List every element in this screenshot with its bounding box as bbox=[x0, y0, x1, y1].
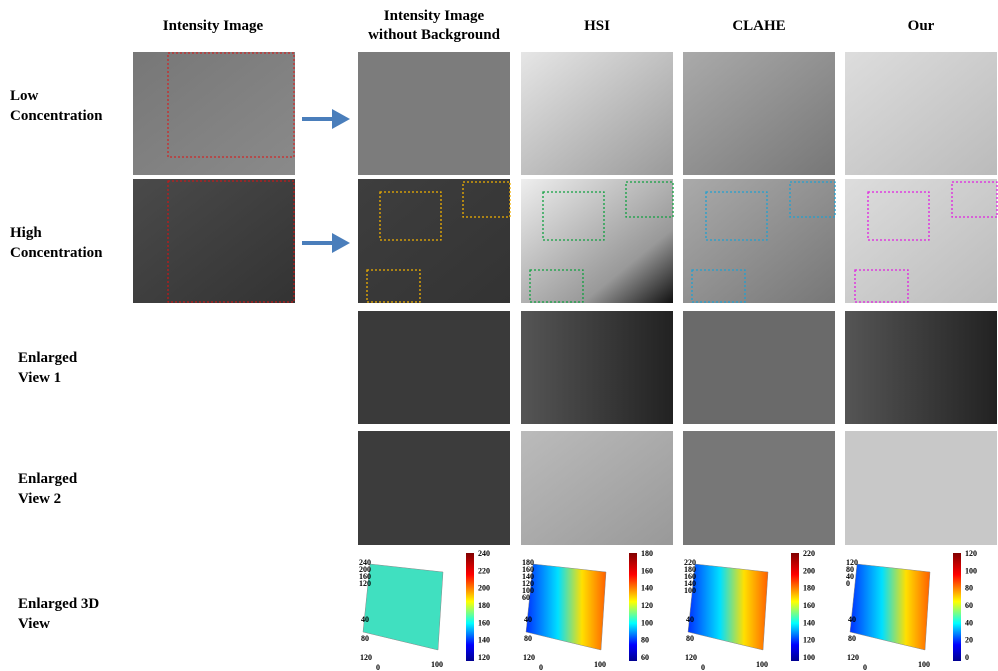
x-tick: 0 bbox=[539, 663, 543, 671]
y-tick: 120 bbox=[360, 653, 372, 662]
colorbar-tick: 200 bbox=[478, 584, 490, 593]
y-tick: 80 bbox=[686, 634, 694, 643]
x-tick: 100 bbox=[594, 660, 606, 669]
row-label: Enlarged bbox=[18, 471, 78, 487]
row-label: View 1 bbox=[18, 370, 61, 386]
colorbar-tick: 160 bbox=[641, 566, 653, 575]
image bbox=[358, 52, 510, 175]
colorbar bbox=[953, 553, 961, 661]
row-label: Concentration bbox=[10, 108, 103, 124]
row-label: Concentration bbox=[10, 245, 103, 261]
image bbox=[521, 431, 673, 545]
colorbar bbox=[791, 553, 799, 661]
surface bbox=[688, 564, 768, 650]
y-tick: 120 bbox=[847, 653, 859, 662]
colorbar-tick: 180 bbox=[641, 549, 653, 558]
image bbox=[521, 52, 673, 175]
column-header: without Background bbox=[368, 27, 501, 43]
image bbox=[521, 179, 673, 303]
colorbar-tick: 140 bbox=[803, 618, 815, 627]
column-header: CLAHE bbox=[732, 18, 785, 34]
colorbar-tick: 180 bbox=[478, 601, 490, 610]
colorbar-tick: 100 bbox=[965, 566, 977, 575]
arrow bbox=[302, 233, 350, 253]
y-tick: 40 bbox=[848, 615, 856, 624]
column-header: Intensity Image bbox=[384, 8, 485, 24]
y-tick: 80 bbox=[361, 634, 369, 643]
image bbox=[133, 179, 295, 303]
images bbox=[133, 52, 997, 545]
column-header: Intensity Image bbox=[163, 18, 264, 34]
colorbar-tick: 140 bbox=[478, 636, 490, 645]
y-tick: 120 bbox=[685, 653, 697, 662]
figure: Intensity Image Intensity Image without Ba… bbox=[0, 0, 998, 671]
colorbar bbox=[466, 553, 474, 661]
surface bbox=[363, 564, 443, 650]
arrow bbox=[302, 109, 350, 129]
column-header: HSI bbox=[584, 18, 610, 34]
x-tick: 0 bbox=[701, 663, 705, 671]
image bbox=[683, 431, 835, 545]
image bbox=[521, 311, 673, 424]
z-tick: 100 bbox=[684, 586, 696, 595]
colorbar bbox=[629, 553, 637, 661]
colorbar-tick: 20 bbox=[965, 636, 973, 645]
y-tick: 40 bbox=[686, 615, 694, 624]
image bbox=[358, 179, 510, 303]
y-tick: 80 bbox=[524, 634, 532, 643]
x-tick: 0 bbox=[863, 663, 867, 671]
row-label: Low bbox=[10, 88, 39, 104]
image bbox=[683, 52, 835, 175]
colorbar-tick: 60 bbox=[641, 653, 649, 662]
colorbar-tick: 180 bbox=[803, 584, 815, 593]
row-label: Enlarged bbox=[18, 350, 78, 366]
x-tick: 100 bbox=[918, 660, 930, 669]
colorbar-tick: 120 bbox=[803, 636, 815, 645]
surface bbox=[850, 564, 930, 650]
colorbar-tick: 0 bbox=[965, 653, 969, 662]
row-label: Enlarged 3D bbox=[18, 596, 99, 612]
surface bbox=[526, 564, 606, 650]
y-tick: 80 bbox=[848, 634, 856, 643]
z-tick: 60 bbox=[522, 593, 530, 602]
image bbox=[845, 311, 997, 424]
row-label: High bbox=[10, 225, 42, 241]
colorbar-tick: 140 bbox=[641, 584, 653, 593]
y-tick: 120 bbox=[523, 653, 535, 662]
colorbar-tick: 120 bbox=[478, 653, 490, 662]
row-label: View 2 bbox=[18, 491, 61, 507]
colorbar-tick: 120 bbox=[965, 549, 977, 558]
image bbox=[845, 431, 997, 545]
colorbar-tick: 100 bbox=[803, 653, 815, 662]
colorbar-tick: 240 bbox=[478, 549, 490, 558]
y-tick: 40 bbox=[524, 615, 532, 624]
colorbar-tick: 120 bbox=[641, 601, 653, 610]
image bbox=[683, 311, 835, 424]
colorbar-tick: 220 bbox=[478, 566, 490, 575]
y-tick: 40 bbox=[361, 615, 369, 624]
colorbar-tick: 220 bbox=[803, 549, 815, 558]
x-tick: 0 bbox=[376, 663, 380, 671]
colorbar-tick: 40 bbox=[965, 618, 973, 627]
x-tick: 100 bbox=[756, 660, 768, 669]
image bbox=[845, 52, 997, 175]
column-header: Our bbox=[908, 18, 935, 34]
image bbox=[358, 431, 510, 545]
colorbar-tick: 60 bbox=[965, 601, 973, 610]
x-tick: 100 bbox=[431, 660, 443, 669]
row-label: View bbox=[18, 616, 50, 632]
z-tick: 120 bbox=[359, 579, 371, 588]
colorbar-tick: 200 bbox=[803, 566, 815, 575]
colorbar-tick: 80 bbox=[965, 584, 973, 593]
colorbar-tick: 100 bbox=[641, 618, 653, 627]
colorbar-tick: 160 bbox=[803, 601, 815, 610]
z-tick: 0 bbox=[846, 579, 850, 588]
colorbar-tick: 80 bbox=[641, 636, 649, 645]
colorbar-tick: 160 bbox=[478, 618, 490, 627]
image bbox=[358, 311, 510, 424]
